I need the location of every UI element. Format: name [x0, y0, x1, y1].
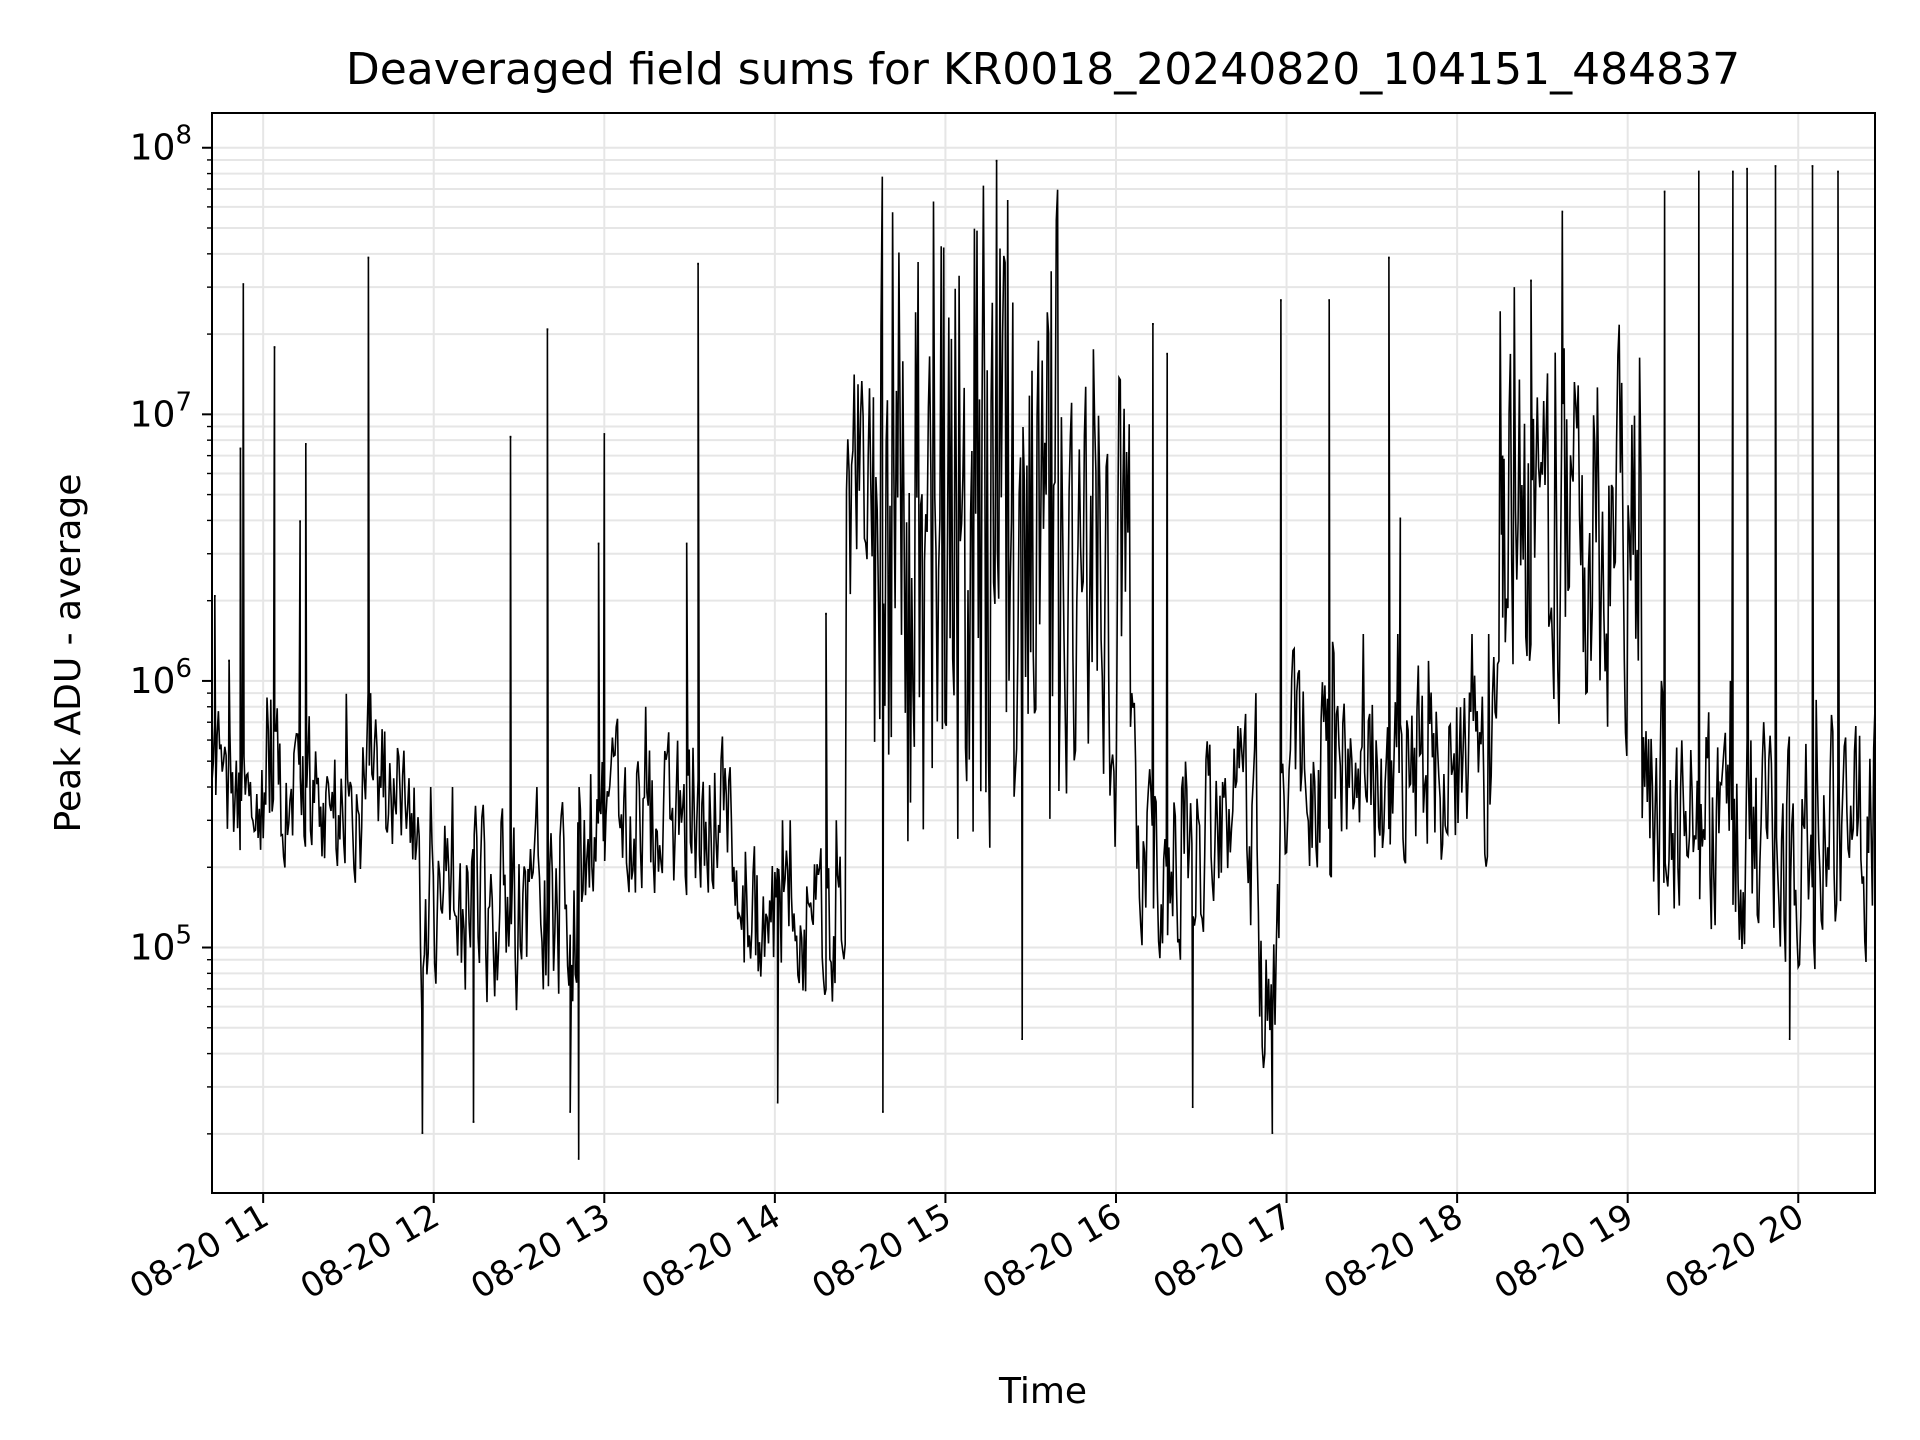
data-line: [211, 159, 1876, 1160]
y-tick-label: 108: [130, 121, 192, 169]
y-tick-label: 106: [130, 654, 192, 702]
chart-title: Deaveraged field sums for KR0018_2024082…: [346, 44, 1740, 95]
x-axis-label: Time: [998, 1371, 1087, 1412]
plot-frame: [211, 112, 1876, 1194]
series-line: [211, 159, 1876, 1160]
y-tick-label: 107: [130, 387, 192, 435]
y-axis-label: Peak ADU - average: [48, 474, 89, 833]
y-tick-label: 105: [130, 921, 192, 969]
